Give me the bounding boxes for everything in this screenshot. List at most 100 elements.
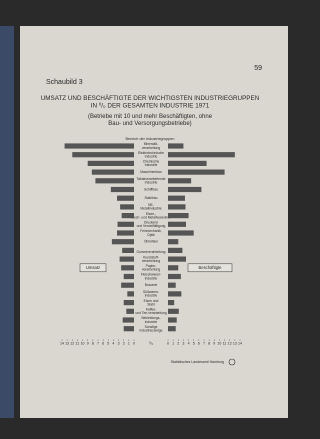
category-label: Schiffbau	[144, 187, 158, 191]
bar	[119, 256, 134, 262]
bar	[122, 247, 134, 253]
bar	[168, 291, 182, 297]
bar	[121, 282, 134, 288]
x-tick-label: 3	[118, 341, 120, 345]
bar	[168, 195, 185, 201]
bar	[117, 230, 134, 236]
legend-label: Beschäftigte	[198, 265, 222, 270]
x-tick-label: 11	[223, 341, 227, 345]
category-label: Elektrotechnische Industrie	[138, 151, 164, 159]
category-label: Papier-verarbeitung	[142, 264, 160, 272]
x-tick-label: 3	[182, 341, 184, 345]
page-number: 59	[254, 65, 262, 72]
category-label: Chemische Industrie	[143, 159, 160, 167]
category-label: Bekleidungs-industrie	[141, 316, 160, 324]
x-tick-label: 4	[188, 341, 190, 345]
bar	[126, 308, 134, 314]
chart-title: UMSATZ UND BESCHÄFTIGTE DER WICHTIGSTEN …	[41, 94, 260, 110]
bar	[117, 221, 134, 227]
bar	[168, 230, 194, 236]
bar	[168, 282, 176, 288]
figure-label: Schaubild 3	[46, 79, 83, 86]
x-tick-label: 8	[208, 341, 210, 345]
x-tick-label: 4	[112, 341, 114, 345]
x-tick-label: 0	[133, 341, 135, 345]
bar	[120, 204, 134, 210]
x-tick-label: 7	[203, 341, 205, 345]
bar	[168, 204, 186, 210]
x-tick-label: 5	[107, 341, 109, 345]
category-label: Tabakverarbeitende Industrie	[137, 177, 166, 185]
bar	[168, 265, 179, 271]
category-label: Fleischwaren-industrie	[141, 273, 162, 281]
category-label: Süßwaren-industrie	[143, 290, 159, 298]
category-label: Maschinenbau	[140, 170, 162, 174]
bar	[168, 300, 175, 306]
category-label: Ölmühlen	[144, 240, 158, 244]
bar	[168, 213, 189, 219]
legend-box	[79, 263, 107, 273]
book-edge	[0, 26, 14, 418]
bar	[123, 300, 134, 306]
x-tick-label: 9	[213, 341, 215, 345]
bar	[123, 326, 134, 332]
category-label: Gummiverarbeitung	[137, 250, 166, 254]
x-tick-label: 10	[217, 341, 221, 345]
bar	[91, 169, 134, 175]
category-label: Kunststoff-verarbeitung	[142, 255, 160, 263]
bar	[168, 247, 183, 253]
bar	[121, 265, 134, 271]
legend-box	[187, 263, 233, 273]
bar	[168, 221, 186, 227]
category-label: Kaffee-und Tee-verarbeitung	[135, 307, 166, 315]
x-tick-label: 13	[233, 341, 237, 345]
x-tick-label: 1	[172, 341, 174, 345]
x-tick-label: 13	[65, 341, 69, 345]
bar	[168, 239, 179, 245]
bar	[64, 143, 134, 149]
category-label: Stahlbau	[144, 196, 157, 200]
x-tick-label: 0	[167, 341, 169, 345]
bar	[168, 143, 184, 149]
bar	[117, 195, 134, 201]
page: {"page_number": "59", "label": "Schaubil…	[0, 26, 288, 418]
x-tick-label: 12	[70, 341, 74, 345]
bar	[168, 178, 192, 184]
bar	[95, 178, 134, 184]
bar	[110, 186, 134, 193]
bar	[111, 239, 134, 245]
x-tick-label: 7	[97, 341, 99, 345]
x-tick-label: 10	[81, 341, 85, 345]
bar	[168, 308, 179, 314]
category-label: Brauerei	[145, 283, 158, 287]
bar	[168, 317, 177, 323]
category-label: Eisen und Stahl	[144, 299, 159, 307]
x-tick-label: 6	[102, 341, 104, 345]
x-tick-label: 8	[92, 341, 94, 345]
x-tick-label: 9	[87, 341, 89, 345]
bar	[127, 291, 134, 297]
bar	[168, 160, 207, 166]
bar	[168, 152, 235, 158]
x-tick-label: 11	[76, 341, 80, 345]
bar	[168, 256, 186, 262]
category-header: Bereich der Industriegruppen	[126, 137, 175, 141]
x-tick-label: 2	[177, 341, 179, 345]
bar	[87, 160, 134, 166]
paper	[20, 26, 288, 418]
x-tick-label: 1	[128, 341, 130, 345]
bar	[72, 152, 134, 158]
bar	[123, 273, 134, 280]
unit-label: ⁰/₀	[149, 340, 154, 345]
x-tick-label: 2	[123, 341, 125, 345]
category-label: Feinmechanik, Optik	[140, 229, 162, 237]
bar	[122, 317, 134, 323]
x-tick-label: 5	[193, 341, 195, 345]
x-tick-label: 14	[238, 341, 242, 345]
category-label: Druckerei und Vervielfältigung	[137, 220, 166, 228]
category-label: NE-Metallindustrie	[140, 203, 161, 211]
bar	[168, 273, 181, 280]
bar	[168, 186, 202, 193]
legend-label: Umsatz	[86, 265, 100, 270]
bar	[168, 326, 176, 332]
